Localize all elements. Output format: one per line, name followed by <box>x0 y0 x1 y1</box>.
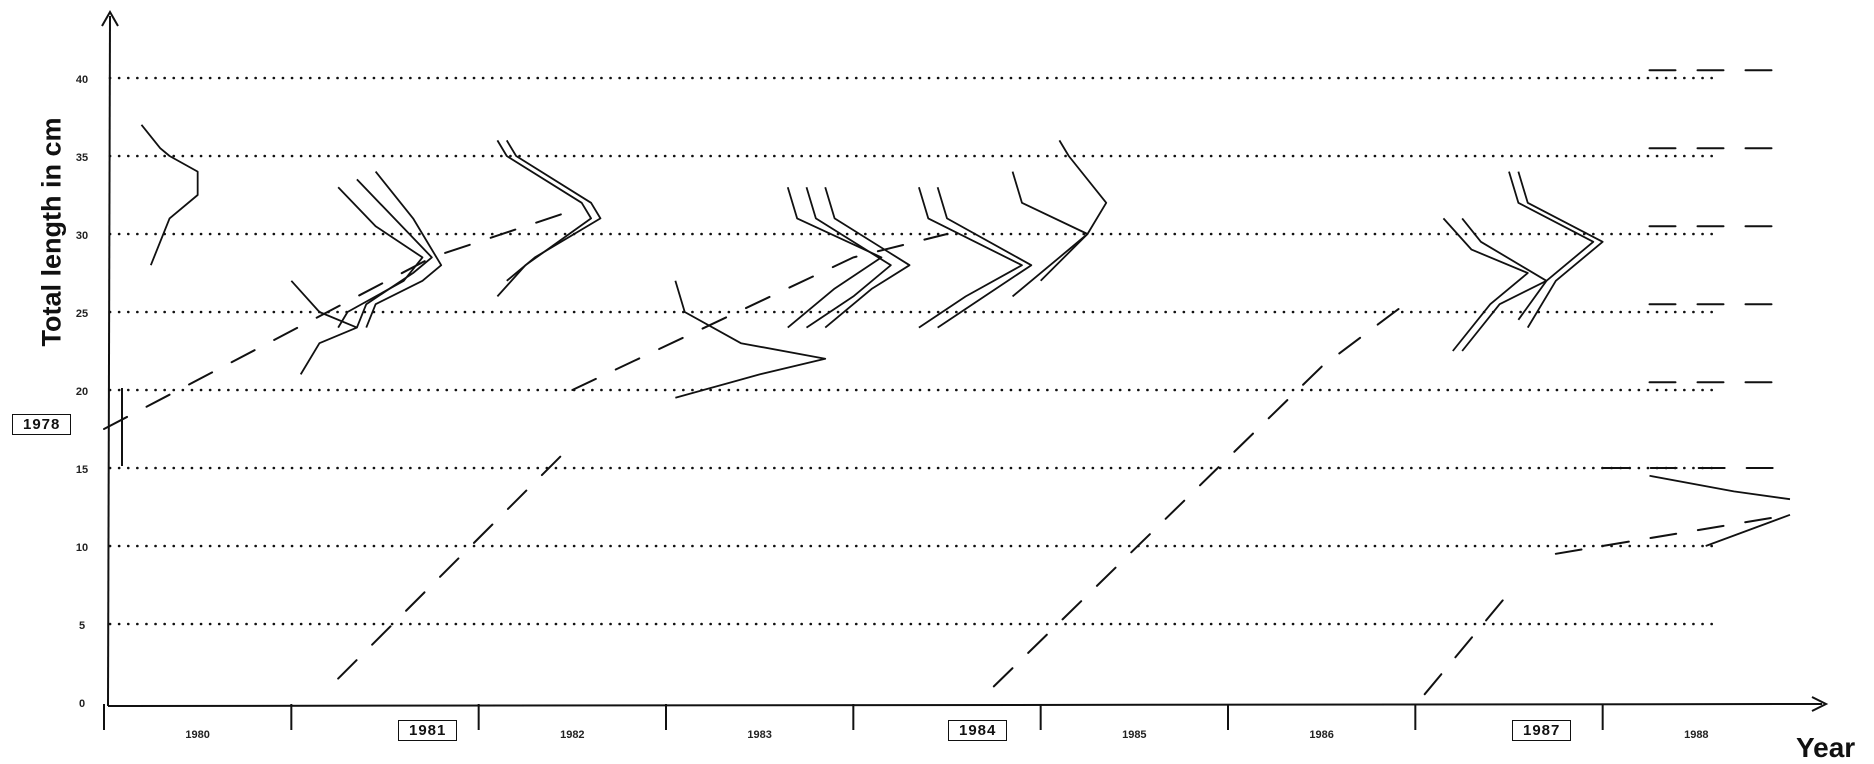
growth-line <box>1423 591 1510 696</box>
growth-line <box>1554 513 1791 555</box>
frequency-curve <box>356 178 433 328</box>
x-tick-label: 1982 <box>560 729 584 741</box>
frequency-curves <box>140 124 1791 547</box>
frequency-curve <box>936 186 1033 329</box>
y-tick-label: 15 <box>76 464 88 476</box>
frequency-curve <box>805 186 892 329</box>
y-tick-label: 10 <box>76 542 88 554</box>
frequency-curve <box>496 139 592 298</box>
x-tick-label: 1983 <box>747 729 771 741</box>
y-axis-arrow <box>101 9 119 27</box>
y-tick-label: 20 <box>76 386 88 398</box>
gridlines <box>108 76 1722 626</box>
frequency-curve <box>1040 139 1108 282</box>
y-tick-label: 0 <box>79 698 85 710</box>
frequency-curve <box>1705 513 1791 547</box>
growth-line <box>337 443 574 680</box>
y-tick-label: 40 <box>76 74 88 86</box>
frequency-curve <box>674 280 827 399</box>
x-tick-label: 1988 <box>1684 729 1708 741</box>
frequency-curve <box>824 186 911 329</box>
x-tick-label: 1985 <box>1122 729 1146 741</box>
y-tick-label: 5 <box>79 620 85 632</box>
axes <box>101 9 1829 712</box>
frequency-curve <box>1461 217 1548 352</box>
frequency-curve <box>505 139 602 282</box>
x-tick-label: 1980 <box>185 729 209 741</box>
x-axis-label: Year <box>1796 732 1856 763</box>
frequency-curve <box>337 186 424 329</box>
y-tick-label: 35 <box>76 152 88 164</box>
growth-line <box>992 295 1417 688</box>
frequency-curve <box>1517 171 1604 329</box>
x-tick-label: 1986 <box>1309 729 1333 741</box>
boxed-year-label: 1984 <box>948 720 1008 741</box>
x-ticks: 1980 1982 1983 1985 1986 1988 <box>103 704 1709 741</box>
growth-series <box>103 69 1791 696</box>
y-tick-label: 25 <box>76 308 88 320</box>
frequency-curve <box>1649 474 1791 501</box>
frequency-curve <box>918 186 1023 329</box>
x-axis-line <box>107 703 1823 707</box>
y-ticks: 0 5 10 15 20 25 30 35 40 <box>76 74 88 710</box>
growth-line <box>571 233 948 391</box>
y-tick-label: 30 <box>76 230 88 242</box>
y-axis-label: Total length in cm <box>36 117 67 347</box>
frequency-curve <box>290 280 358 375</box>
frequency-curve <box>365 171 443 328</box>
frequency-curve <box>1011 171 1089 298</box>
boxed-year-label: 1981 <box>398 720 458 741</box>
y-axis-line <box>107 15 111 707</box>
frequency-curve <box>1508 171 1595 321</box>
frequency-curve <box>140 124 199 266</box>
boxed-year-label: 1978 <box>12 414 72 435</box>
frequency-curve <box>1442 217 1529 352</box>
x-axis-arrow <box>1811 696 1829 712</box>
frequency-curve <box>786 186 883 329</box>
boxed-year-label: 1987 <box>1512 720 1572 741</box>
